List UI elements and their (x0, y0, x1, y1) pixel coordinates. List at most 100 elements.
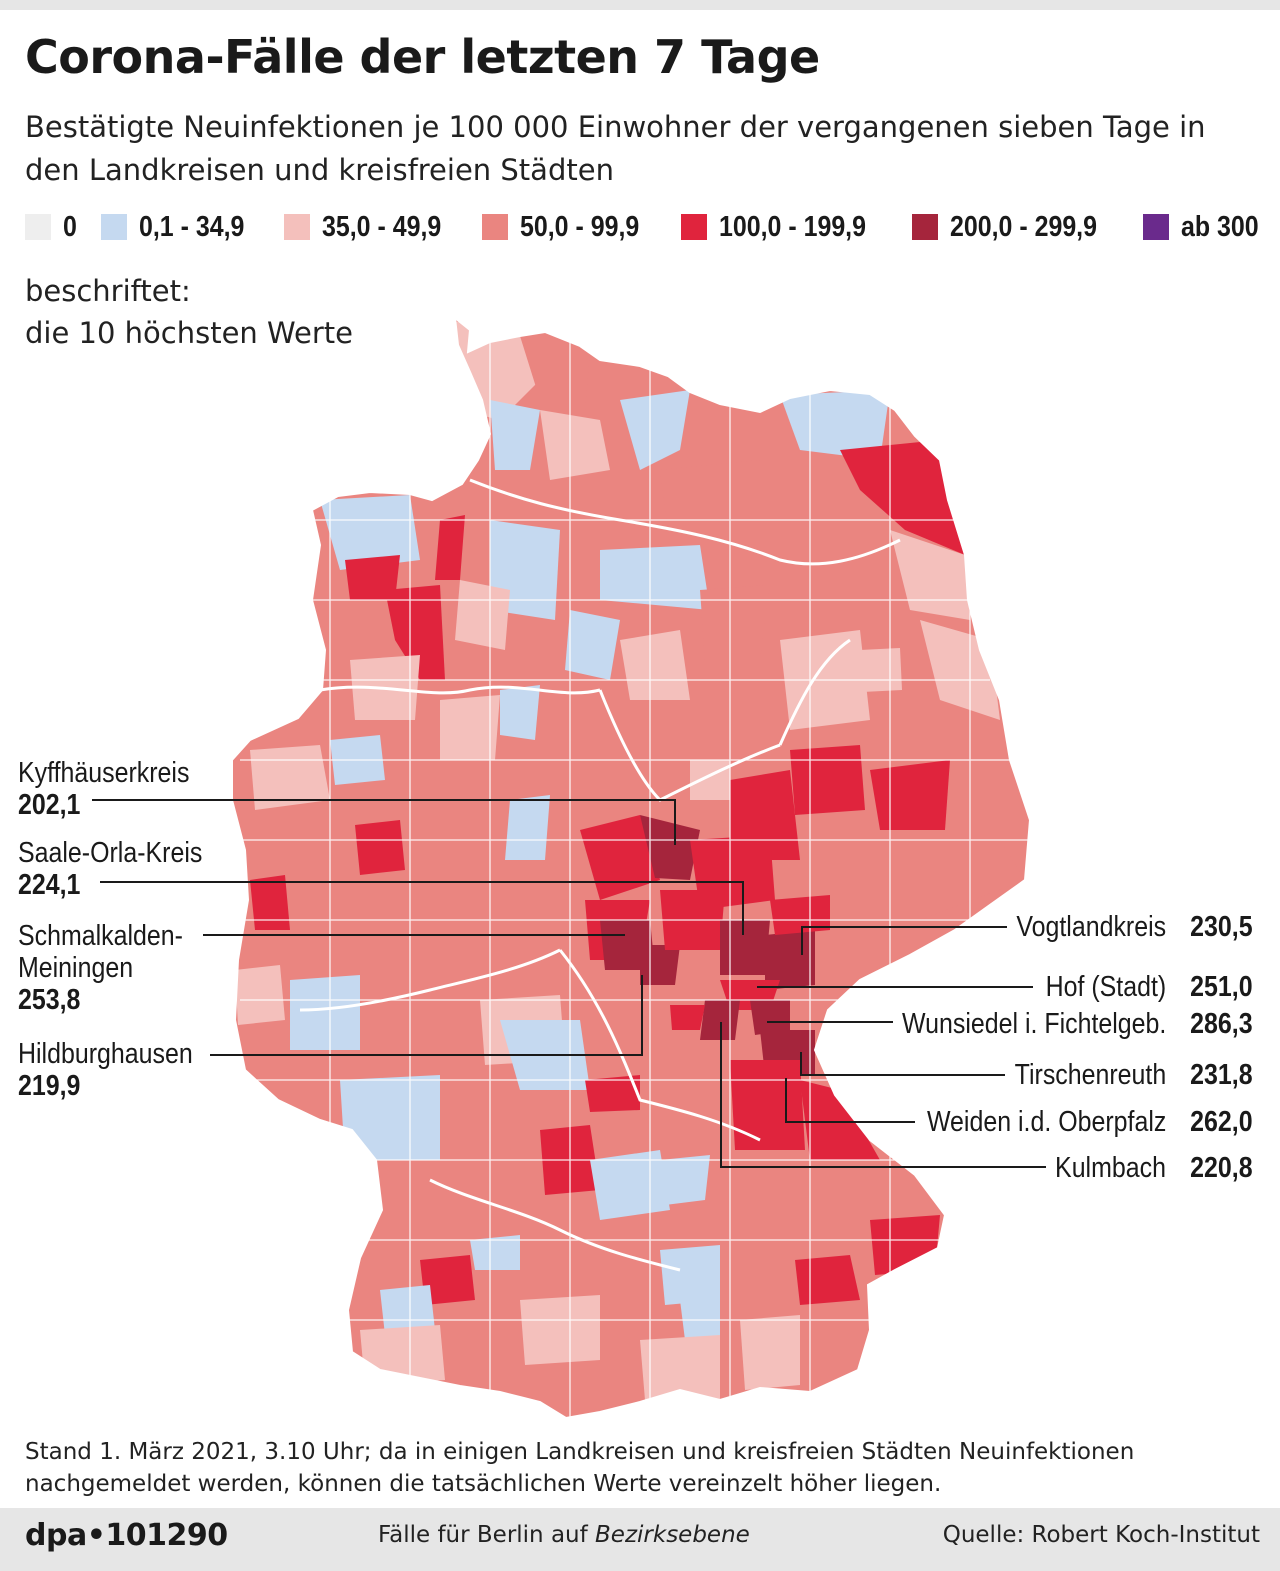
annotation-schmalkalden-meiningen: Schmalkalden- Meiningen 253,8 (18, 920, 248, 1016)
legend-label-2: 35,0 - 49,9 (321, 210, 441, 243)
region-wunsiedel (750, 1000, 790, 1035)
annotation-name: Tirschenreuth (1014, 1059, 1167, 1091)
map-regions (232, 318, 1030, 1418)
region (800, 1080, 880, 1160)
leader-kulmbach (720, 1022, 1046, 1168)
district-borders (240, 320, 1030, 1418)
region (435, 515, 465, 580)
footnote: Stand 1. März 2021, 3.10 Uhr; da in eini… (25, 1439, 1135, 1497)
berlin-note-prefix: Fälle für Berlin auf (378, 1522, 588, 1548)
annotation-name: Vogtlandkreis (1016, 911, 1167, 943)
region (890, 530, 970, 620)
region (840, 440, 965, 555)
region (520, 1295, 600, 1365)
region-berlin (860, 648, 902, 692)
page-subtitle: Bestätigte Neuinfektionen je 100 000 Ein… (25, 110, 1206, 187)
district-lines-v (329, 320, 971, 1418)
annotation-tirschenreuth: Tirschenreuth 231,8 (990, 1059, 1253, 1091)
region (690, 760, 730, 800)
region (420, 1255, 475, 1305)
legend-label-0: 0 (63, 210, 77, 243)
region (780, 390, 890, 460)
annotation-hildburghausen: Hildburghausen 219,9 (18, 1038, 248, 1102)
legend-item-6: ab 300 (1142, 211, 1271, 244)
region (730, 1060, 805, 1150)
leader-vogtlandkreis (801, 926, 1007, 955)
region (870, 760, 950, 830)
region (500, 685, 540, 740)
region (470, 1235, 520, 1270)
legend-item-1: 0,1 - 34,9 (101, 211, 262, 244)
annotation-name-line2: Meiningen (18, 952, 134, 984)
legend-swatch-5 (911, 214, 938, 240)
region (700, 585, 770, 660)
graphic-code: dpa•101290 (25, 1518, 228, 1553)
annotation-value: 253,8 (18, 984, 81, 1016)
region (235, 965, 285, 1025)
annotation-name-line1: Schmalkalden- (18, 920, 183, 952)
annotation-saale-orla-kreis: Saale-Orla-Kreis 224,1 (18, 837, 248, 901)
legend-item-0: 0 (25, 211, 79, 244)
region (320, 495, 420, 570)
legend-item-5: 200,0 - 299,9 (911, 211, 1121, 244)
region (540, 410, 610, 480)
region (620, 630, 690, 700)
legend-swatch-0 (25, 214, 51, 240)
region-saale-orla-kreis (720, 920, 770, 975)
label-note: beschriftet: die 10 höchsten Werte (25, 270, 353, 354)
label-note-line2: die 10 höchsten Werte (25, 316, 353, 350)
annotation-value: 251,0 (1190, 971, 1253, 1003)
annotation-kulmbach: Kulmbach 220,8 (1037, 1152, 1253, 1184)
annotation-name: Saale-Orla-Kreis (18, 837, 203, 869)
region-hildburghausen (640, 945, 680, 985)
annotation-name: Wunsiedel i. Fichtelgeb. (902, 1008, 1167, 1040)
legend-item-4: 100,0 - 199,9 (680, 210, 890, 244)
leader-weiden (785, 1078, 915, 1123)
leader-kyffhaeuserkreis (92, 799, 676, 845)
region (440, 695, 500, 760)
region (770, 895, 830, 935)
region (740, 1315, 800, 1390)
region (790, 745, 865, 815)
annotation-value: 230,5 (1190, 911, 1253, 943)
annotation-value: 224,1 (18, 869, 81, 901)
legend: 0 0,1 - 34,9 35,0 - 49,9 50,0 - 99,9 100… (25, 209, 1271, 245)
legend-item-2: 35,0 - 49,9 (283, 210, 461, 244)
region (455, 580, 510, 650)
region (580, 815, 660, 900)
region (380, 1285, 435, 1335)
region (600, 545, 710, 610)
legend-label-4: 100,0 - 199,9 (718, 210, 866, 243)
leader-lines (92, 799, 1046, 1168)
region (660, 1245, 720, 1305)
label-note-line1: beschriftet: (25, 274, 191, 308)
annotation-value: 220,8 (1190, 1152, 1253, 1184)
region (490, 400, 540, 470)
annotation-wunsiedel: Wunsiedel i. Fichtelgeb. 286,3 (859, 1008, 1253, 1040)
footer-bar: dpa•101290 Fälle für Berlin auf Bezirkse… (0, 1508, 1280, 1571)
annotation-hof-stadt: Hof (Stadt) 251,0 (1026, 971, 1253, 1003)
annotation-kyffhaeuserkreis: Kyffhäuserkreis 202,1 (18, 757, 248, 821)
annotation-weiden: Weiden i.d. Oberpfalz 262,0 (888, 1106, 1253, 1138)
berlin-note-italic: Bezirksebene (595, 1522, 750, 1548)
region (505, 795, 550, 860)
legend-swatch-6 (1142, 214, 1169, 240)
region (360, 1325, 445, 1385)
region (660, 1155, 710, 1205)
region (250, 745, 330, 810)
legend-label-1: 0,1 - 34,9 (139, 210, 245, 243)
legend-swatch-1 (101, 214, 128, 240)
region (620, 390, 690, 470)
page-title: Corona-Fälle der letzten 7 Tage (25, 30, 820, 84)
annotation-name: Kulmbach (1055, 1152, 1167, 1184)
berlin-note: Fälle für Berlin auf Bezirksebene (378, 1522, 750, 1548)
region (345, 555, 400, 600)
annotation-name: Hof (Stadt) (1045, 971, 1167, 1003)
legend-item-3: 50,0 - 99,9 (482, 211, 659, 244)
region (355, 820, 405, 875)
germany-choropleth-map (92, 317, 1046, 1419)
legend-label-3: 50,0 - 99,9 (520, 210, 640, 243)
top-bar (0, 0, 1280, 10)
annotation-value: 202,1 (18, 789, 81, 821)
leader-tirschenreuth (800, 1052, 1005, 1076)
